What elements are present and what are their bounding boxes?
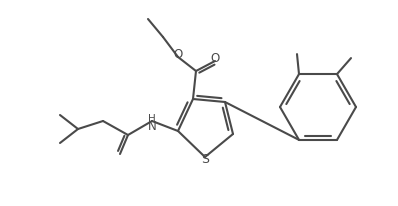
Text: H: H <box>148 114 156 123</box>
Text: O: O <box>174 48 183 61</box>
Text: N: N <box>148 119 156 132</box>
Text: S: S <box>201 153 209 166</box>
Text: O: O <box>211 51 220 64</box>
